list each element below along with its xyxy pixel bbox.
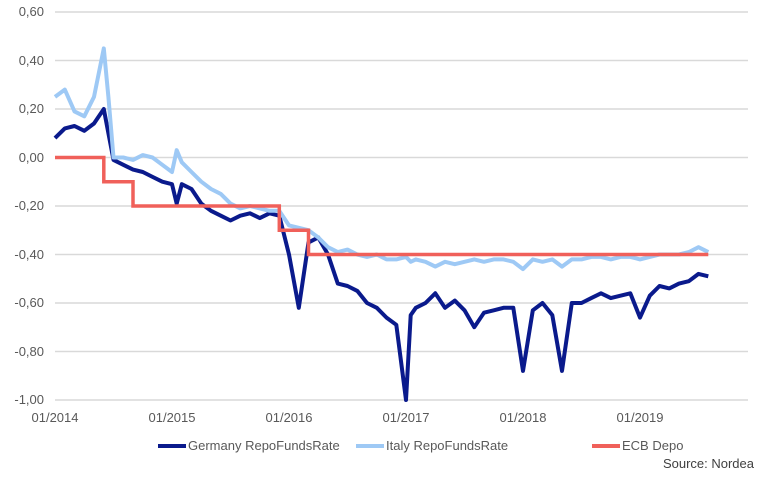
y-tick: -1,00: [14, 392, 44, 407]
y-tick: 0,40: [18, 52, 44, 68]
legend-item-ecb-depo: ECB Depo: [592, 438, 683, 453]
series-line-italy-repofundsrate: [53, 46, 710, 272]
y-tick: -0,40: [14, 246, 44, 262]
legend-label: ECB Depo: [622, 438, 684, 453]
legend-item-italy: Italy RepoFundsRate: [356, 438, 508, 453]
source-note: Source: Nordea: [662, 456, 754, 471]
x-tick: 01/2015: [148, 410, 196, 425]
x-tick: 01/2018: [499, 410, 547, 425]
legend-label: Italy RepoFundsRate: [386, 438, 509, 453]
x-tick: 01/2017: [382, 410, 430, 425]
y-tick: -0,80: [14, 343, 44, 359]
x-tick: 01/2016: [265, 410, 313, 425]
series-line-ecb-depo: [55, 155, 709, 257]
data-series: [53, 46, 710, 402]
legend-item-germany: Germany RepoFundsRate: [158, 438, 340, 453]
y-tick: 0,00: [18, 149, 44, 165]
y-tick: -0,60: [14, 295, 44, 310]
y-tick: 0,60: [18, 4, 44, 19]
y-tick: -0,20: [14, 198, 44, 213]
x-tick: 01/2014: [31, 410, 79, 425]
legend-label: Germany RepoFundsRate: [188, 438, 340, 453]
legend-swatch: [592, 443, 620, 448]
legend-swatch: [158, 443, 186, 448]
legend: Germany RepoFundsRate Italy RepoFundsRat…: [0, 438, 768, 458]
x-tick: 01/2019: [616, 410, 664, 425]
y-tick: 0,20: [18, 101, 44, 116]
legend-swatch: [356, 443, 384, 448]
series-line-germany-repofundsrate: [53, 107, 709, 402]
